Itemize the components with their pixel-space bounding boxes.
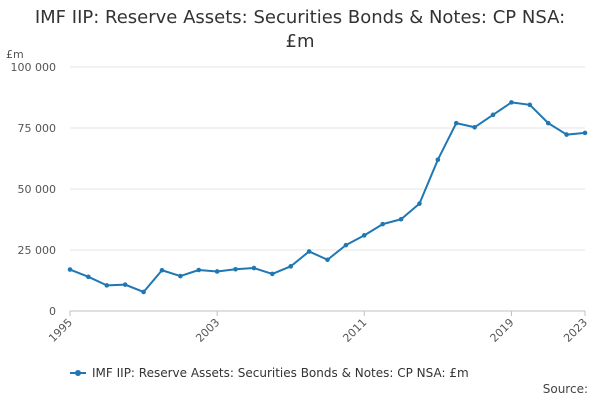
legend-swatch-icon [70,367,86,379]
chart-title: IMF IIP: Reserve Assets: Securities Bond… [34,7,566,52]
axes: 0 25 000 50 000 75 000 100 000 1995 2003 2011 20… [11,61,591,345]
data-point[interactable] [104,283,110,288]
data-point[interactable] [86,274,91,280]
data-point[interactable] [490,112,496,118]
data-point[interactable] [453,120,459,126]
data-point[interactable] [582,130,588,136]
y-axis-unit-label: £m [6,48,24,61]
x-tick-label: 2011 [340,316,369,345]
y-tick-label: 75 000 [18,122,57,135]
data-point[interactable] [527,102,533,108]
data-point[interactable] [435,157,441,163]
data-point[interactable] [472,124,477,130]
data-point[interactable] [509,100,514,105]
data-point[interactable] [67,267,73,272]
x-tick-label: 2019 [488,316,517,345]
source-label: Source: [542,382,588,396]
data-point[interactable] [288,264,294,269]
data-point[interactable] [325,257,330,263]
data-point[interactable] [343,242,349,248]
y-tick-label: 25 000 [18,244,57,257]
x-tick-label: 2003 [193,316,222,345]
data-point[interactable] [398,216,404,222]
data-point[interactable] [270,271,275,277]
x-tick-label: 2023 [561,316,590,345]
y-tick-label: 0 [49,305,56,318]
series-line [69,101,586,293]
data-point[interactable] [361,233,367,238]
data-point[interactable] [545,120,551,126]
legend-label: IMF IIP: Reserve Assets: Securities Bond… [92,366,469,380]
data-point[interactable] [233,266,238,272]
y-tick-label: 100 000 [11,61,57,74]
data-point[interactable] [306,249,312,254]
data-point[interactable] [380,221,385,227]
data-point[interactable] [196,267,202,273]
gridlines [70,66,585,312]
data-point[interactable] [141,289,146,295]
data-point[interactable] [159,267,165,273]
series-layer [67,100,588,295]
data-point[interactable] [417,201,422,206]
y-tick-label: 50 000 [18,183,57,196]
data-point[interactable] [214,269,220,274]
legend: IMF IIP: Reserve Assets: Securities Bond… [70,366,469,380]
data-point[interactable] [251,265,257,271]
data-point[interactable] [122,282,128,287]
x-tick-label: 1995 [46,316,75,345]
data-point[interactable] [178,273,183,279]
data-point[interactable] [564,132,569,137]
